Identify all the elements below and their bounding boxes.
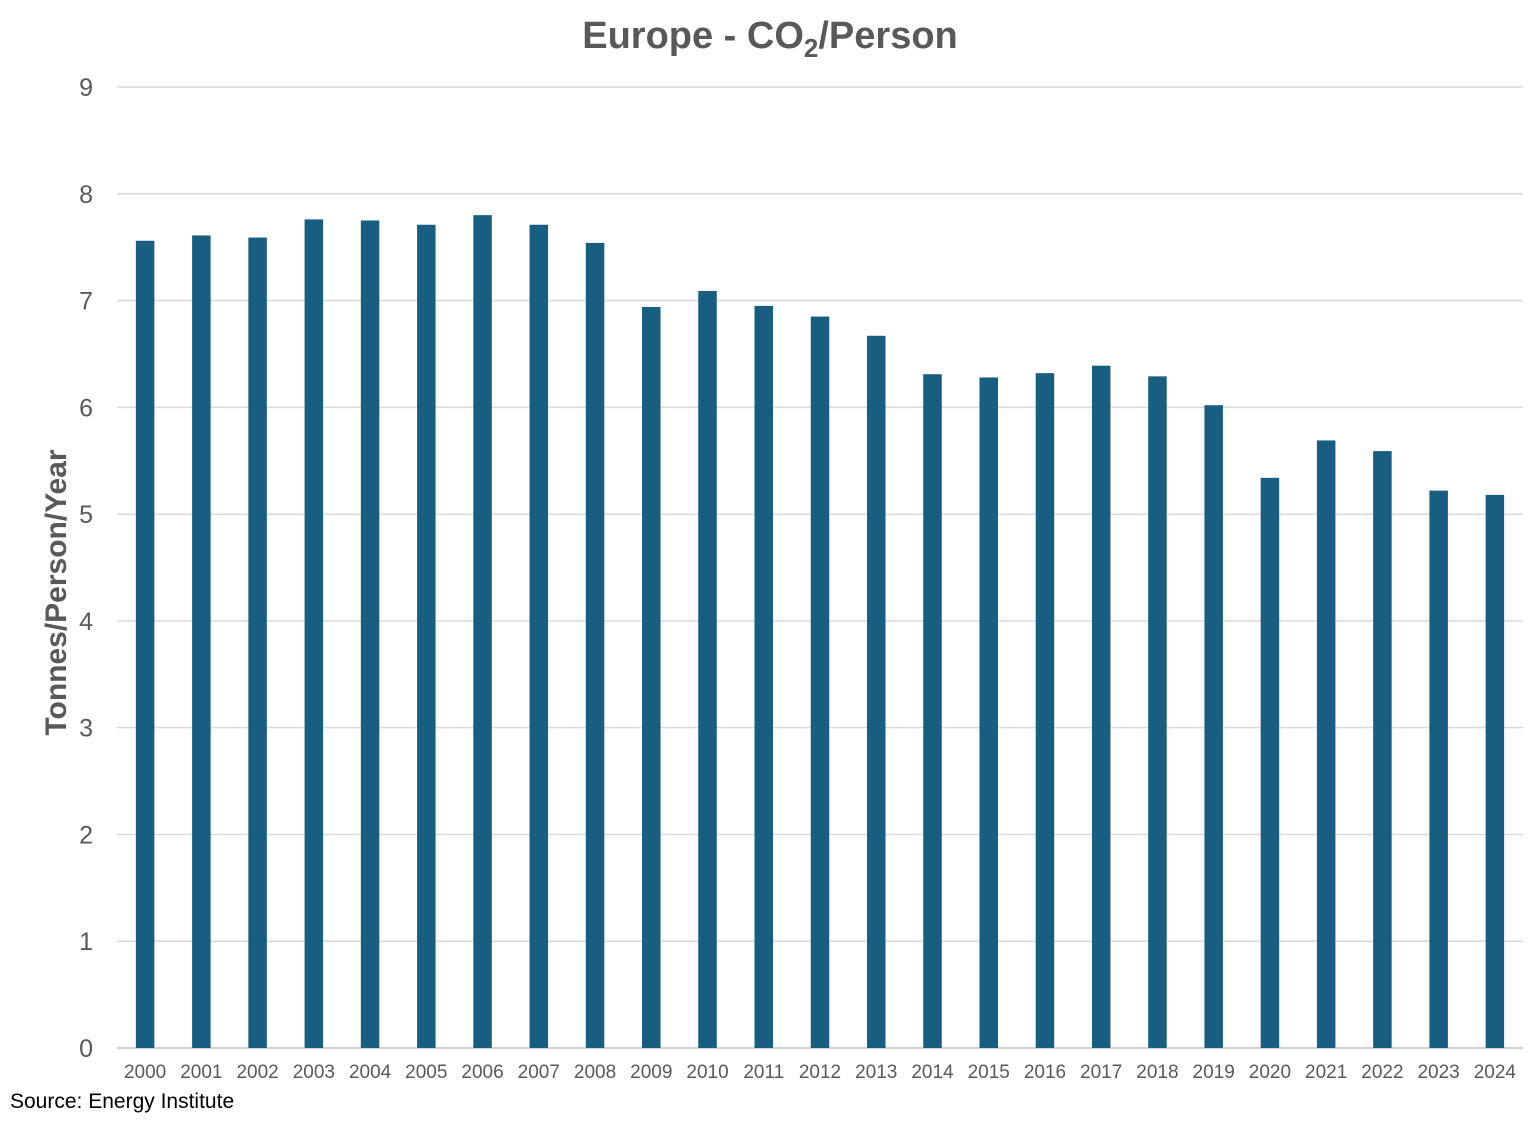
bar-2018 xyxy=(1148,376,1167,1048)
bar-2024 xyxy=(1485,494,1505,1048)
x-tick-label-2020: 2020 xyxy=(1249,1062,1291,1083)
x-tick-label-2010: 2010 xyxy=(686,1062,728,1083)
bar-2013 xyxy=(866,335,886,1048)
bar-2007 xyxy=(529,224,549,1048)
y-tick-label-7: 7 xyxy=(79,288,93,316)
x-tick-label-2003: 2003 xyxy=(293,1062,335,1083)
bar-2022 xyxy=(1373,451,1392,1049)
x-tick-label-2001: 2001 xyxy=(180,1062,222,1083)
bar-2017 xyxy=(1091,365,1111,1048)
bar-2009 xyxy=(642,306,661,1048)
x-tick-label-2006: 2006 xyxy=(461,1062,503,1083)
x-tick-label-2017: 2017 xyxy=(1080,1062,1122,1083)
x-tick-label-2016: 2016 xyxy=(1024,1062,1066,1083)
bar-2001 xyxy=(192,235,211,1048)
x-tick-label-2014: 2014 xyxy=(911,1062,954,1083)
x-tick-label-2002: 2002 xyxy=(236,1062,278,1083)
x-tick-label-2015: 2015 xyxy=(968,1062,1010,1083)
bar-2008 xyxy=(585,242,605,1048)
bar-2014 xyxy=(923,374,942,1049)
bar-2015 xyxy=(979,377,998,1048)
x-tick-label-2005: 2005 xyxy=(405,1062,447,1083)
y-tick-label-5: 5 xyxy=(79,501,93,529)
x-tick-label-2022: 2022 xyxy=(1361,1062,1403,1083)
bar-2002 xyxy=(248,237,267,1049)
bar-2000 xyxy=(135,240,155,1048)
bars xyxy=(135,215,1505,1049)
y-tick-labels: 0 1 2 3 4 5 6 7 8 9 xyxy=(79,74,93,1063)
y-tick-label-6: 6 xyxy=(79,394,93,422)
x-tick-label-2000: 2000 xyxy=(124,1062,166,1083)
x-tick-label-2009: 2009 xyxy=(630,1062,672,1083)
x-tick-labels: 2000 2001 2002 2003 2004 2005 2006 2007 2008 2009… xyxy=(124,1062,1516,1083)
bar-2016 xyxy=(1035,373,1055,1049)
y-axis-label: Tonnes/Person/Year xyxy=(40,449,73,736)
bar-2003 xyxy=(304,219,324,1049)
x-tick-label-2013: 2013 xyxy=(855,1062,897,1083)
chart-title-suffix: /Person xyxy=(818,15,957,57)
bar-2012 xyxy=(810,316,830,1048)
source-note: Source: Energy Institute xyxy=(10,1090,235,1113)
bar-2021 xyxy=(1316,440,1336,1048)
y-tick-label-1: 1 xyxy=(79,928,93,956)
x-tick-label-2023: 2023 xyxy=(1417,1062,1459,1083)
y-tick-label-8: 8 xyxy=(79,181,93,209)
y-tick-label-2: 2 xyxy=(79,821,93,849)
bar-2010 xyxy=(698,290,717,1048)
bar-2011 xyxy=(754,305,774,1049)
x-tick-label-2004: 2004 xyxy=(349,1062,392,1083)
x-tick-label-2007: 2007 xyxy=(518,1062,560,1083)
x-tick-label-2018: 2018 xyxy=(1136,1062,1178,1083)
bar-2023 xyxy=(1429,490,1448,1048)
bar-2019 xyxy=(1204,405,1223,1049)
y-tick-label-9: 9 xyxy=(79,74,93,102)
x-tick-label-2021: 2021 xyxy=(1305,1062,1347,1083)
chart-title: Europe - CO2/Person xyxy=(582,15,958,63)
bar-2020 xyxy=(1260,477,1280,1049)
x-tick-label-2012: 2012 xyxy=(799,1062,841,1083)
x-tick-label-2024: 2024 xyxy=(1474,1062,1517,1083)
chart-title-prefix: Europe - CO xyxy=(582,15,804,57)
bar-2006 xyxy=(473,215,492,1049)
bar-2004 xyxy=(360,220,380,1048)
y-tick-label-4: 4 xyxy=(79,608,93,636)
x-tick-label-2008: 2008 xyxy=(574,1062,616,1083)
y-tick-label-0: 0 xyxy=(79,1035,93,1063)
chart-title-subscript: 2 xyxy=(804,33,818,63)
y-tick-label-3: 3 xyxy=(79,715,93,743)
x-tick-label-2019: 2019 xyxy=(1193,1062,1235,1083)
bar-2005 xyxy=(417,224,436,1048)
x-tick-label-2011: 2011 xyxy=(743,1062,784,1083)
